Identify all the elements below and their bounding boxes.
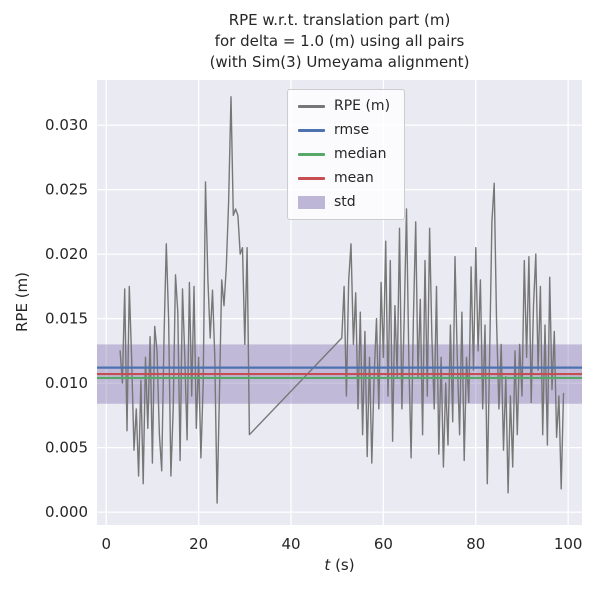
y-axis-label: RPE (m) xyxy=(13,271,31,333)
chart-title-line-1: RPE w.r.t. translation part (m) xyxy=(228,11,451,29)
std-patch-swatch xyxy=(298,196,325,209)
x-tick-label: 60 xyxy=(374,535,393,553)
chart-title-line-3: (with Sim(3) Umeyama alignment) xyxy=(209,53,470,71)
legend-item-rmse: rmse xyxy=(298,122,390,139)
y-tick-label: 0.015 xyxy=(45,310,88,328)
legend-item-std: std xyxy=(298,194,390,211)
legend-label-rmse: rmse xyxy=(334,122,370,138)
median-line-swatch xyxy=(298,153,325,156)
x-tick-label: 100 xyxy=(554,535,583,553)
x-axis-label-unit: (s) xyxy=(330,556,355,574)
y-tick-label: 0.005 xyxy=(45,439,88,457)
legend-label-rpe: RPE (m) xyxy=(334,98,391,114)
legend-label-mean: mean xyxy=(334,170,374,186)
x-axis-label: t (s) xyxy=(97,556,582,574)
legend: RPE (m) rmse median mean std xyxy=(287,89,406,220)
y-tick-label: 0.000 xyxy=(45,503,88,521)
rpe-line-swatch xyxy=(298,105,325,108)
y-tick-label: 0.020 xyxy=(45,245,88,263)
rmse-line-swatch xyxy=(298,129,325,132)
x-tick-label: 20 xyxy=(189,535,208,553)
x-axis-label-variable: t xyxy=(324,556,331,574)
rpe-series-line xyxy=(119,96,565,504)
y-tick-label: 0.030 xyxy=(45,116,88,134)
y-tick-label: 0.025 xyxy=(45,181,88,199)
x-tick-label: 0 xyxy=(101,535,111,553)
legend-item-mean: mean xyxy=(298,170,390,187)
legend-label-std: std xyxy=(334,194,356,210)
x-tick-label: 40 xyxy=(281,535,300,553)
legend-item-median: median xyxy=(298,146,390,163)
y-tick-label: 0.010 xyxy=(45,374,88,392)
x-tick-label: 80 xyxy=(466,535,485,553)
legend-item-rpe: RPE (m) xyxy=(298,98,390,115)
chart-title-line-2: for delta = 1.0 (m) using all pairs xyxy=(214,32,465,50)
chart-title: RPE w.r.t. translation part (m) for delt… xyxy=(97,10,582,73)
mean-line-swatch xyxy=(298,177,325,180)
legend-label-median: median xyxy=(334,146,387,162)
